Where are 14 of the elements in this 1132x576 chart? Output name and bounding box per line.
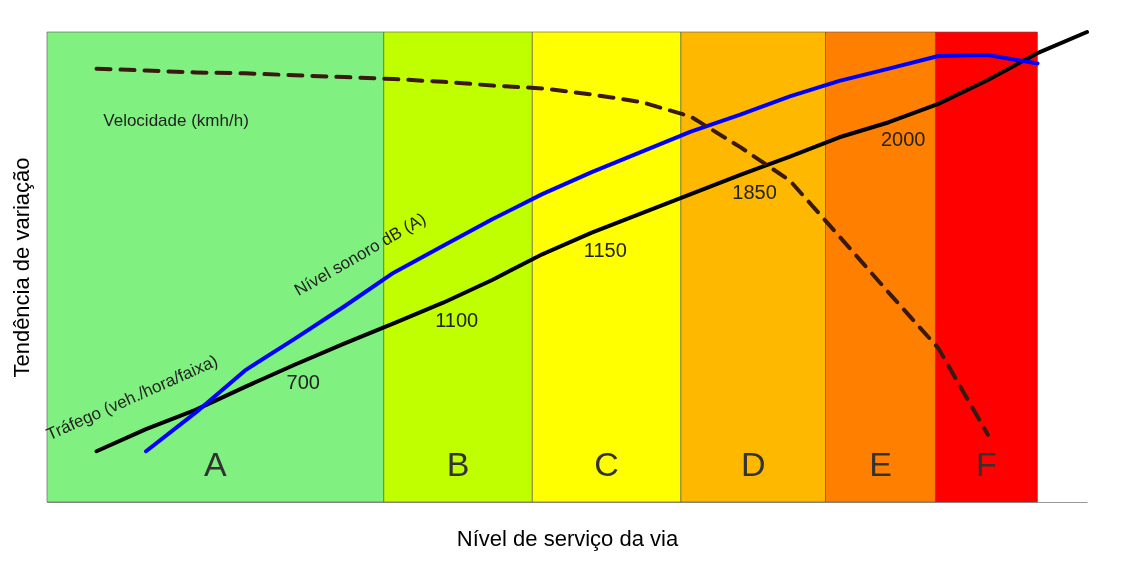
annotation: 700: [286, 370, 320, 393]
y-axis-title: Tendência de variação: [8, 157, 34, 378]
annotation: F: [976, 445, 997, 484]
annotation: 1150: [583, 238, 627, 261]
annotation: 2000: [880, 128, 926, 151]
text: Velocidade (kmh/h): [103, 110, 249, 130]
annotation: C: [594, 445, 619, 484]
annotation: D: [740, 445, 766, 484]
annotation: 1100: [435, 308, 479, 331]
annotation: A: [204, 445, 228, 484]
annotation: E: [869, 445, 892, 484]
annotation: 1850: [732, 180, 777, 203]
x-axis-title: Nível de serviço da via: [456, 525, 679, 551]
annotation: B: [446, 445, 470, 484]
